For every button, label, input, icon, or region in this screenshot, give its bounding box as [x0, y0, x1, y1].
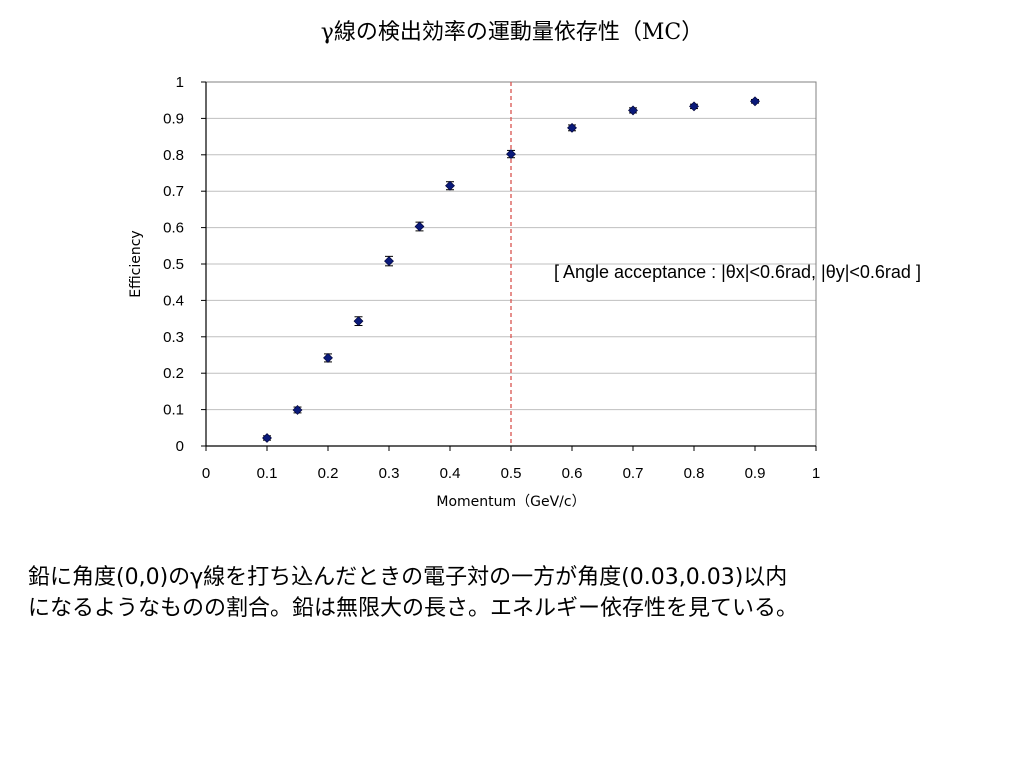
data-point	[506, 149, 516, 159]
x-tick-label: 1	[812, 465, 820, 482]
data-point	[445, 180, 455, 191]
y-tick-label: 0.5	[163, 256, 184, 273]
x-tick-label: 0.9	[745, 465, 766, 482]
y-tick-label: 0.9	[163, 110, 184, 127]
y-tick-label: 0.3	[163, 329, 184, 346]
y-tick-label: 1	[176, 74, 184, 91]
slide-caption: 鉛に角度(0,0)のγ線を打ち込んだときの電子対の一方が角度(0.03,0.03…	[28, 562, 1008, 624]
data-points	[262, 96, 760, 443]
caption-line-1: 鉛に角度(0,0)のγ線を打ち込んだときの電子対の一方が角度(0.03,0.03…	[28, 565, 788, 590]
data-point	[323, 352, 333, 363]
caption-line-2: になるようなものの割合。鉛は無限大の長さ。エネルギー依存性を見ている。	[28, 596, 799, 621]
efficiency-chart: 0 0.1 0.2 0.3 0.4 0.5 0.6 0.7 0.8 0.9 1 0 0.1 0.2 0.3…	[128, 74, 820, 510]
angle-acceptance-annotation: [ Angle acceptance : |θx|<0.6rad, |θy|<0…	[554, 262, 921, 282]
x-tick-label: 0.6	[562, 465, 583, 482]
x-tick-label: 0.4	[440, 465, 461, 482]
x-tick-label: 0.3	[379, 465, 400, 482]
data-point	[292, 405, 303, 415]
x-axis-label: Momentum（GeV/c）	[436, 494, 585, 510]
x-tick-label: 0.5	[501, 465, 522, 482]
x-tick-label: 0.8	[684, 465, 705, 482]
y-tick-labels: 0 0.1 0.2 0.3 0.4 0.5 0.6 0.7 0.8 0.9 1	[163, 74, 184, 455]
data-point	[353, 316, 364, 327]
x-tick-label: 0.2	[318, 465, 339, 482]
data-point	[384, 256, 394, 267]
data-point	[750, 96, 760, 107]
slide-title: γ線の検出効率の運動量依存性（MC）	[320, 20, 704, 45]
x-tick-label: 0.1	[257, 465, 278, 482]
y-tick-label: 0.4	[163, 292, 184, 309]
y-tick-label: 0.7	[163, 183, 184, 200]
axes	[201, 81, 817, 451]
y-axis-label: Efficiency	[128, 230, 144, 297]
y-tick-label: 0.1	[163, 402, 184, 419]
data-point	[414, 221, 425, 232]
x-tick-labels: 0 0.1 0.2 0.3 0.4 0.5 0.6 0.7 0.8 0.9 1	[202, 465, 820, 482]
y-tick-label: 0.8	[163, 147, 184, 164]
x-tick-label: 0.7	[623, 465, 644, 482]
y-tick-label: 0	[176, 438, 184, 455]
x-tick-label: 0	[202, 465, 210, 482]
data-point	[262, 433, 272, 443]
y-tick-label: 0.2	[163, 365, 184, 382]
data-point	[567, 122, 577, 133]
data-point	[689, 101, 699, 112]
data-point	[628, 105, 638, 116]
y-tick-label: 0.6	[163, 220, 184, 237]
